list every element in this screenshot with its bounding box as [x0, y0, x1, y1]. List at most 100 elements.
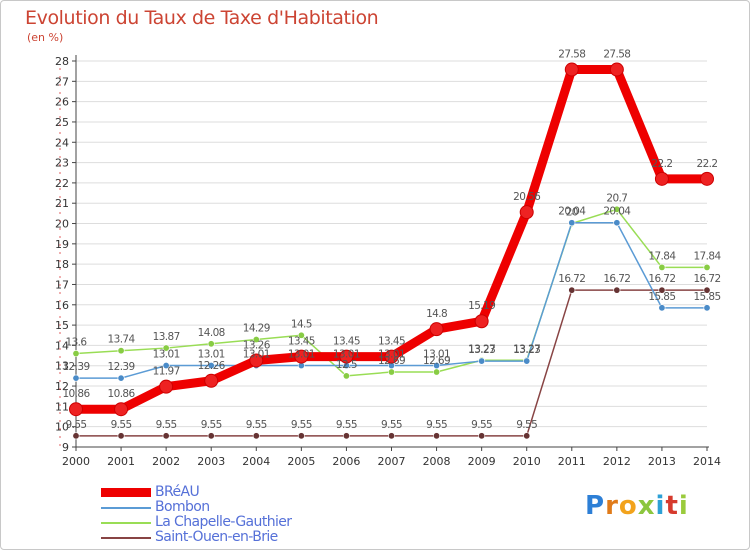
data-label: 11.97	[153, 366, 180, 378]
data-point	[613, 286, 621, 294]
data-label: 13.45	[333, 336, 360, 348]
data-point	[433, 432, 441, 440]
y-tick-label: 23	[55, 157, 69, 170]
data-point	[703, 304, 711, 312]
data-label: 13.45	[288, 336, 315, 348]
data-point	[72, 374, 80, 382]
data-point	[294, 349, 309, 364]
legend-swatch	[101, 488, 151, 497]
data-point	[478, 432, 486, 440]
y-tick-label: 11	[55, 400, 69, 413]
data-point	[117, 432, 125, 440]
data-point	[72, 350, 80, 358]
data-point	[523, 357, 531, 365]
x-tick-label: 2004	[242, 455, 270, 468]
data-label: 13.26	[243, 339, 271, 351]
data-label: 13.27	[513, 343, 540, 355]
x-tick-label: 2013	[648, 455, 676, 468]
y-tick-label: 13	[55, 360, 69, 373]
y-tick-label: 12	[55, 380, 69, 393]
data-label: 14.5	[291, 318, 312, 330]
data-point	[387, 432, 395, 440]
x-tick-label: 2010	[513, 455, 541, 468]
data-point	[297, 432, 305, 440]
y-tick-label: 19	[55, 238, 69, 251]
data-point	[252, 432, 260, 440]
data-label: 10.86	[62, 388, 90, 400]
y-tick-label: 10	[55, 421, 69, 434]
data-point	[159, 379, 174, 394]
data-point	[342, 432, 350, 440]
legend-label: BRéAU	[155, 484, 200, 500]
data-point	[658, 263, 666, 271]
data-label: 13.87	[153, 331, 180, 343]
x-tick-label: 2014	[693, 455, 721, 468]
y-tick-label: 20	[55, 218, 69, 231]
data-label: 14.29	[243, 323, 270, 335]
data-point	[117, 374, 125, 382]
data-point	[523, 432, 531, 440]
data-point	[703, 263, 711, 271]
data-label: 13.01	[288, 349, 315, 361]
y-tick-label: 16	[55, 299, 69, 312]
x-tick-label: 2002	[152, 455, 180, 468]
data-point	[387, 368, 395, 376]
data-label: 13.01	[378, 349, 405, 361]
legend-swatch	[101, 537, 151, 539]
data-label: 17.84	[648, 250, 676, 262]
data-point	[69, 402, 83, 417]
x-tick-label: 2000	[62, 455, 90, 468]
data-label: 20.56	[513, 191, 541, 203]
x-tick-label: 2011	[558, 455, 586, 468]
data-label: 17.84	[693, 250, 721, 262]
x-tick-label: 2012	[603, 455, 631, 468]
data-point	[478, 357, 486, 365]
data-label: 16.72	[603, 273, 630, 285]
data-label: 12.39	[62, 361, 89, 373]
data-label: 22.2	[697, 158, 718, 170]
data-point	[207, 362, 215, 370]
data-label: 9.55	[336, 419, 357, 431]
data-label: 16.72	[693, 273, 720, 285]
data-point	[613, 219, 621, 227]
data-point	[433, 362, 441, 370]
data-point	[114, 402, 129, 417]
data-label: 12.26	[198, 360, 226, 372]
data-point	[658, 304, 666, 312]
x-tick-label: 2008	[423, 455, 451, 468]
data-label: 12.69	[378, 355, 405, 367]
data-point	[339, 349, 354, 364]
y-tick-label: 14	[55, 339, 69, 352]
data-label: 13.01	[423, 349, 450, 361]
data-point	[519, 205, 534, 220]
data-point	[568, 219, 576, 227]
data-label: 9.55	[246, 419, 267, 431]
data-label: 13.01	[333, 349, 360, 361]
data-label: 13.6	[66, 337, 88, 349]
data-point	[384, 349, 399, 364]
y-tick-label: 24	[55, 136, 69, 149]
data-point	[204, 373, 219, 388]
data-point	[117, 347, 125, 355]
y-tick-label: 21	[55, 197, 69, 210]
data-label: 20.04	[603, 206, 631, 218]
y-tick-label: 26	[55, 96, 69, 109]
data-point	[162, 344, 170, 352]
data-point	[342, 372, 350, 380]
legend-label: La Chapelle-Gauthier	[155, 514, 292, 530]
data-label: 16.72	[648, 273, 675, 285]
y-tick-label: 17	[55, 278, 69, 291]
data-label: 9.55	[426, 419, 447, 431]
data-point	[700, 171, 714, 186]
x-tick-label: 2003	[197, 455, 225, 468]
data-label: 10.86	[108, 388, 136, 400]
data-label: 20.7	[606, 192, 627, 204]
data-label: 13.01	[243, 349, 270, 361]
data-label: 9.55	[201, 419, 222, 431]
data-label: 9.55	[516, 419, 537, 431]
data-point	[249, 353, 264, 368]
data-label: 22.2	[651, 158, 672, 170]
y-tick-label: 27	[55, 75, 69, 88]
data-label: 9.55	[111, 419, 132, 431]
